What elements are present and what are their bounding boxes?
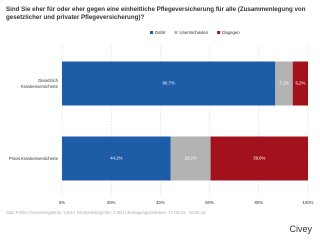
legend-label: Dafür — [155, 30, 166, 35]
data-label: 16,2% — [185, 156, 197, 161]
legend-swatch — [174, 31, 178, 34]
data-label: 7,1% — [279, 81, 289, 86]
data-label: 39,6% — [253, 156, 265, 161]
legend-swatch — [150, 31, 153, 34]
x-tick-label: 40% — [156, 200, 165, 205]
chart-title: Sind Sie eher für oder eher gegen eine e… — [6, 6, 306, 21]
legend-swatch — [217, 31, 221, 34]
y-tick-label: Gesetzlich Krankenversicherte — [20, 78, 58, 89]
bar-segment — [275, 61, 293, 106]
data-label: 44,2% — [110, 156, 122, 161]
x-tick-label: 20% — [107, 200, 116, 205]
bar-segment — [62, 136, 171, 181]
x-tick-label: 0% — [59, 200, 65, 205]
legend-label: Unentschieden — [180, 30, 209, 35]
data-label: 6,2% — [295, 81, 305, 86]
data-label: 86,7% — [163, 81, 175, 86]
y-tick-label: Privat Krankenversicherte — [8, 155, 58, 161]
x-tick-label: 60% — [205, 200, 214, 205]
bar-segment — [210, 136, 308, 181]
legend-label: Dagegen — [222, 30, 240, 35]
x-tick-label: 80% — [254, 200, 263, 205]
brand: Civey — [289, 224, 312, 234]
x-tick-label: 100% — [303, 200, 314, 205]
bar-segment — [292, 61, 308, 106]
footnote: Stat. Fehler Gesamtergebnis: 3,5% | Stic… — [6, 210, 206, 215]
bar-segment — [62, 61, 276, 106]
bar-segment — [170, 136, 211, 181]
